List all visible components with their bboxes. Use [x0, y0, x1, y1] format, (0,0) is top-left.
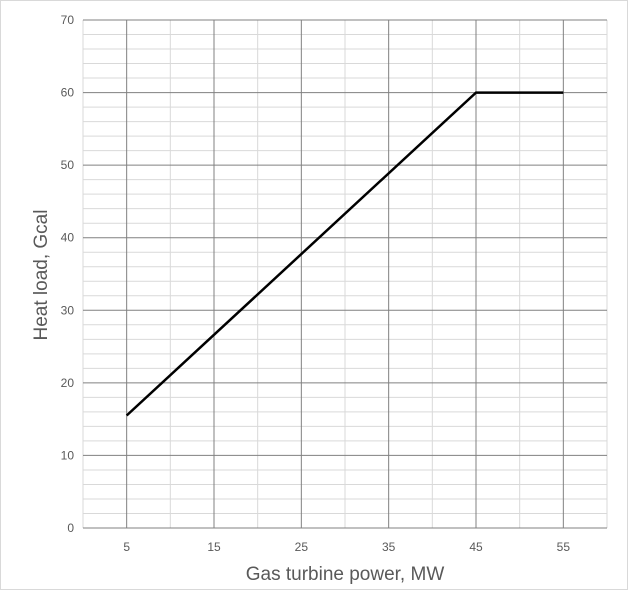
x-axis-title: Gas turbine power, MW: [246, 564, 445, 585]
x-tick-label: 55: [557, 540, 571, 554]
x-tick-label: 15: [207, 540, 221, 554]
x-tick-label: 5: [123, 540, 130, 554]
y-tick-label: 50: [61, 158, 75, 172]
y-axis-title: Heat load, Gcal: [31, 210, 52, 341]
y-tick-label: 30: [61, 303, 75, 317]
major-gridlines: [83, 19, 607, 529]
series-line: [125, 91, 564, 417]
y-tick-label: 20: [61, 376, 75, 390]
x-tick-label: 35: [382, 540, 396, 554]
series-layer: [125, 91, 564, 417]
y-tick-label: 0: [67, 521, 74, 535]
x-tick-label: 45: [469, 540, 483, 554]
y-tick-label: 10: [61, 448, 75, 462]
y-tick-label: 70: [61, 13, 75, 27]
x-tick-label: 25: [295, 540, 309, 554]
y-tick-labels: 0 10 20 30 40 50 60 70: [61, 13, 75, 535]
minor-gridlines: [82, 20, 608, 528]
x-tick-labels: 5 15 25 35 45 55: [123, 540, 570, 554]
y-tick-label: 60: [61, 86, 75, 100]
y-tick-label: 40: [61, 231, 75, 245]
